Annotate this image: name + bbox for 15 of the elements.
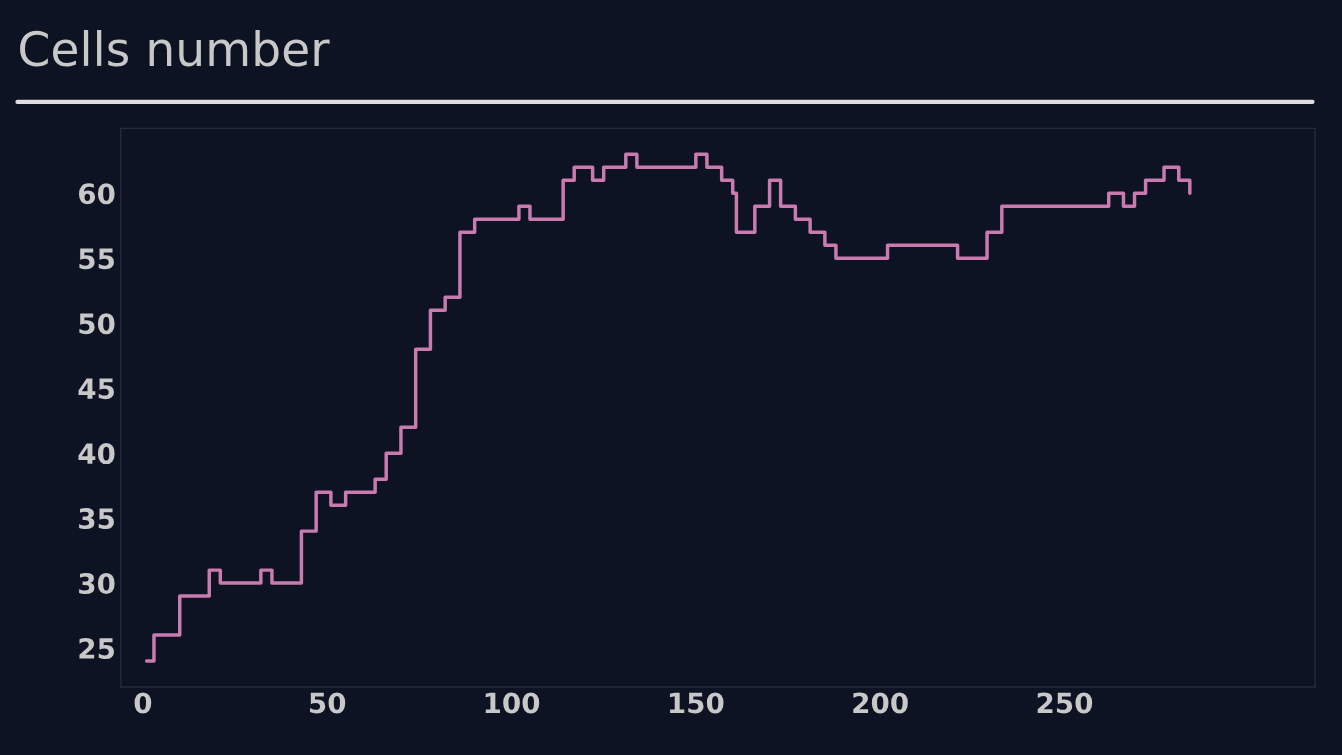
x-tick-label: 150 [669,692,724,714]
y-tick-label: 40 [78,443,115,465]
y-tick-label: 30 [79,573,115,595]
y-tick-label: 50 [79,313,115,335]
y-tick-label: 45 [78,378,114,400]
x-tick-label: 100 [485,692,540,714]
y-tick-label: 25 [79,638,114,660]
y-tick-label: 60 [78,183,115,205]
y-tick-label: 35 [79,508,114,530]
y-tick-label: 55 [79,248,114,270]
x-tick-label: 50 [310,692,346,714]
chart-title: Cells number [20,30,330,67]
x-tick-label: 250 [1037,692,1093,714]
x-tick-label: 200 [853,692,908,714]
x-tick-label: 0 [134,692,152,714]
